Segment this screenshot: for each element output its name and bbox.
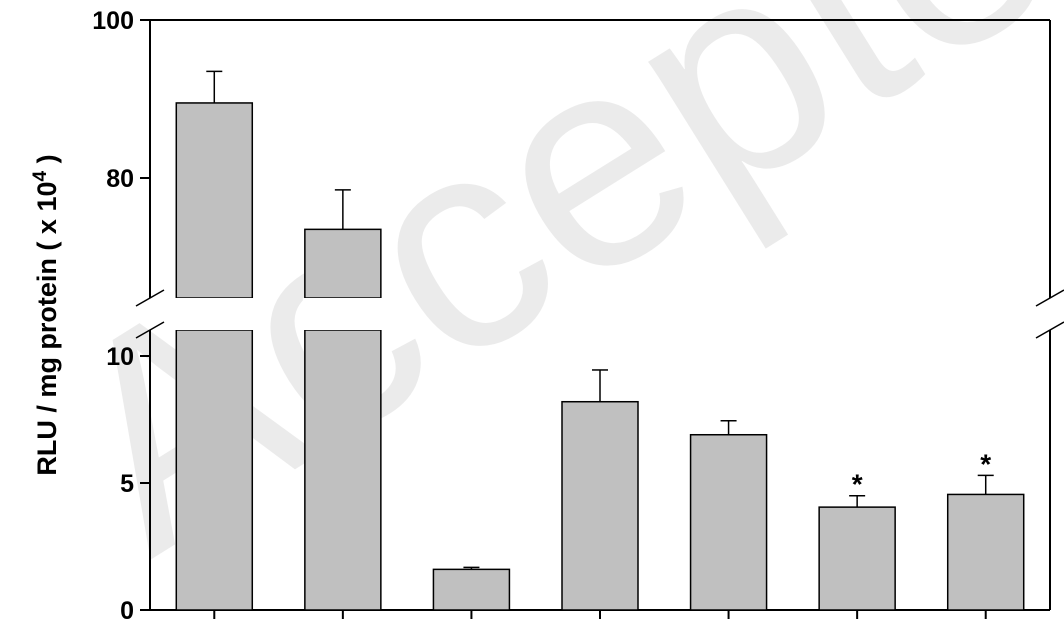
y-tick-label: 0	[120, 597, 134, 625]
y-tick-label: 10	[106, 343, 134, 371]
y-axis-label: RLU / mg protein ( x 104 )	[30, 154, 63, 475]
y-tick-label: 5	[120, 470, 134, 498]
bar-upper-segment	[304, 228, 382, 299]
significance-marker: *	[980, 448, 991, 479]
bar-upper-segment	[175, 102, 254, 299]
bar	[946, 493, 1025, 611]
watermark: Accepted Manuscript	[6, 0, 1064, 616]
y-tick-label: 80	[106, 165, 134, 193]
bar	[561, 400, 639, 611]
bar-lower-segment	[304, 329, 382, 611]
bar	[689, 433, 768, 611]
axis-break-mark-left-upper	[135, 289, 165, 307]
axis-break-mark-right-upper	[1035, 289, 1064, 307]
y-tick-label: 100	[92, 7, 134, 35]
axis-break-mark-right-lower	[1035, 321, 1064, 339]
bar-break-gap	[302, 298, 383, 330]
labels: 0 5 10 80 100 RLU / mg protein ( x 104 ) * *	[30, 7, 992, 625]
bar	[818, 506, 896, 611]
significance-marker: *	[852, 469, 863, 500]
bar	[432, 568, 511, 611]
axis-break-mark-left-lower	[135, 321, 165, 339]
bar-break-gap	[174, 298, 255, 330]
bar-lower-segment	[175, 329, 254, 611]
watermark-text: Accepted Manuscript	[6, 0, 1064, 616]
bars	[174, 70, 1025, 611]
